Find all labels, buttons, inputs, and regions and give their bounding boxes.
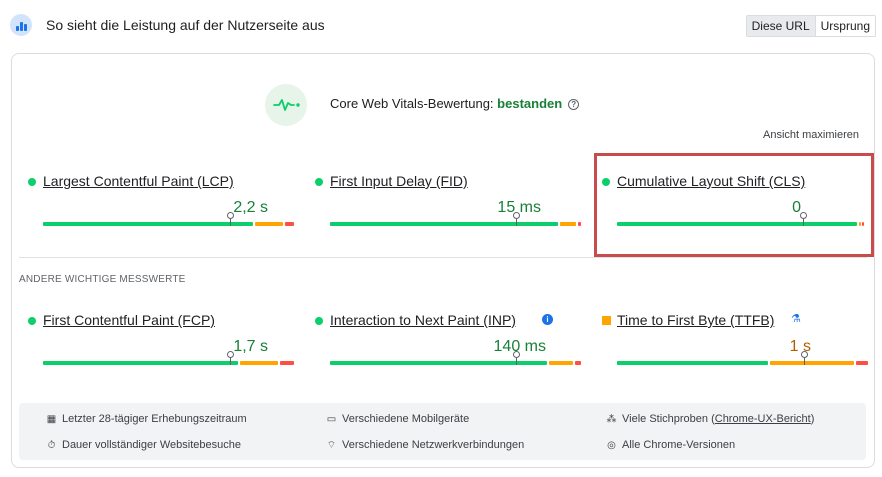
metric-fid: First Input Delay (FID) 15 ms [315, 173, 581, 233]
metric-value-fcp: 1,7 s [233, 338, 268, 355]
collection-period: ▦ Letzter 28-tägiger Erhebungszeitraum [46, 413, 247, 425]
wifi-icon: ⌔ [326, 440, 337, 451]
chrome-versions: ◎ Alle Chrome-Versionen [607, 439, 736, 451]
other-metrics-label: ANDERE WICHTIGE MESSWERTE [19, 274, 186, 285]
metric-name-ttfb[interactable]: Time to First Byte (TTFB) [617, 312, 775, 328]
calendar-icon: ▦ [46, 414, 57, 425]
metric-name-cls[interactable]: Cumulative Layout Shift (CLS) [617, 173, 806, 189]
percentile-marker [801, 351, 808, 365]
distribution-bar-ttfb [617, 351, 868, 365]
section-title: So sieht die Leistung auf der Nutzerseit… [46, 17, 325, 33]
collection-info-footer: ▦ Letzter 28-tägiger Erhebungszeitraum ⏱ D… [19, 403, 866, 460]
percentile-marker [513, 351, 520, 365]
cwv-assessment-label: Core Web Vitals-Bewertung: [330, 96, 494, 111]
status-good-icon [28, 317, 36, 325]
metric-ttfb: Time to First Byte (TTFB) ⚗ 1 s [602, 312, 868, 372]
devices-icon: ▭ [326, 414, 337, 425]
metric-name-inp[interactable]: Interaction to Next Paint (INP) [330, 312, 516, 328]
users-icon: ⁂ [606, 414, 617, 425]
section-divider [19, 257, 867, 258]
distribution-bar-cls [617, 212, 864, 226]
percentile-marker [227, 212, 234, 226]
chrome-ux-report-link[interactable]: Chrome-UX-Bericht [714, 413, 811, 425]
metric-fcp: First Contentful Paint (FCP) 1,7 s [28, 312, 294, 372]
metric-value-inp: 140 ms [493, 338, 546, 355]
field-data-header: So sieht die Leistung auf der Nutzerseit… [10, 12, 876, 40]
metric-inp: Interaction to Next Paint (INP) i 140 ms [315, 312, 581, 372]
percentile-marker [800, 212, 807, 226]
cwv-assessment-status: bestanden [497, 96, 563, 111]
cls-highlight-box [594, 153, 874, 257]
status-needs-improvement-icon [602, 316, 611, 325]
metric-value-lcp: 2,2 s [233, 199, 268, 216]
metric-cls: Cumulative Layout Shift (CLS) 0 [602, 173, 864, 233]
cwv-assessment: Core Web Vitals-Bewertung: bestanden? [330, 96, 580, 111]
status-good-icon [315, 317, 323, 325]
help-icon[interactable]: ? [568, 99, 580, 110]
expand-view-link[interactable]: Ansicht maximieren [763, 129, 859, 141]
visit-duration: ⏱ Dauer vollständiger Websitebesuche [47, 439, 241, 451]
origin-button[interactable]: Ursprung [820, 19, 870, 33]
metric-value-ttfb: 1 s [789, 338, 811, 355]
distribution-bar-fcp [43, 351, 294, 365]
metric-name-fcp[interactable]: First Contentful Paint (FCP) [43, 312, 215, 328]
status-good-icon [28, 178, 36, 186]
percentile-marker [227, 351, 234, 365]
metric-value-cls: 0 [792, 199, 801, 216]
percentile-marker [513, 212, 520, 226]
field-data-card: Core Web Vitals-Bewertung: bestanden? An… [11, 53, 875, 468]
metric-value-fid: 15 ms [497, 199, 541, 216]
status-good-icon [602, 178, 610, 186]
field-data-icon [10, 14, 32, 36]
distribution-bar-fid [330, 212, 581, 226]
status-good-icon [315, 178, 323, 186]
stopwatch-icon: ⏱ [47, 440, 56, 451]
metric-name-fid[interactable]: First Input Delay (FID) [330, 173, 468, 189]
device-info: ▭ Verschiedene Mobilgeräte [326, 413, 470, 425]
info-icon[interactable]: i [542, 314, 553, 325]
core-web-vitals-icon [265, 84, 307, 126]
chrome-icon: ◎ [607, 440, 616, 451]
metric-lcp: Largest Contentful Paint (LCP) 2,2 s [28, 173, 294, 233]
experimental-flask-icon[interactable]: ⚗ [791, 313, 801, 325]
url-origin-toggle: Diese URL Ursprung [745, 15, 876, 37]
this-url-button[interactable]: Diese URL [746, 16, 816, 36]
sample-info: ⁂ Viele Stichproben (Chrome-UX-Bericht) [606, 413, 815, 425]
network-info: ⌔ Verschiedene Netzwerkverbindungen [326, 439, 525, 451]
distribution-bar-lcp [43, 212, 294, 226]
distribution-bar-inp [330, 351, 581, 365]
metric-name-lcp[interactable]: Largest Contentful Paint (LCP) [43, 173, 234, 189]
